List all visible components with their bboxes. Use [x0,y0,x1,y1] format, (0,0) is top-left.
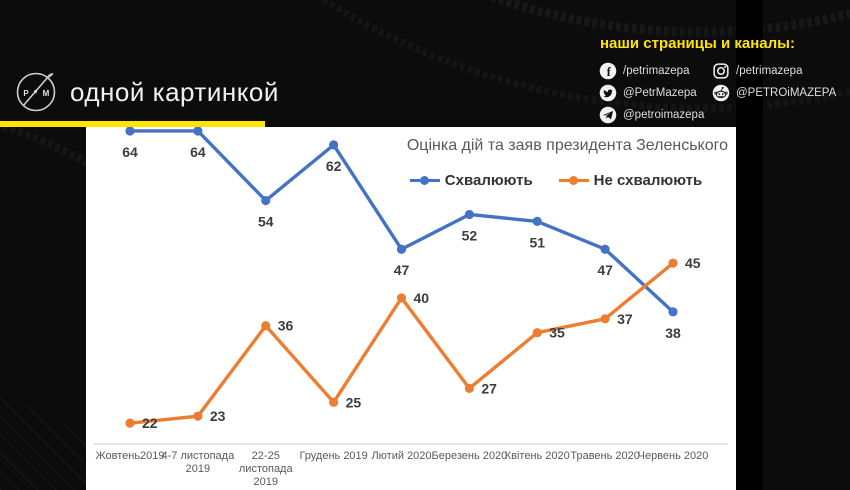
svg-text:54: 54 [258,214,274,230]
legend-label: Не схвалюють [593,172,703,189]
brand-underline-bar [0,121,265,127]
svg-text:Квітень 2020: Квітень 2020 [505,450,570,462]
svg-text:64: 64 [122,144,138,160]
instagram-icon [713,63,729,79]
svg-text:47: 47 [394,262,410,278]
social-heading: наши страницы и каналы: [600,35,795,52]
legend-item-approve[interactable]: Схвалюють [409,172,533,189]
legend-marker-disapprove [558,176,589,185]
chart-panel: Жовтень2019 4-7 листопада 2019 22-25 листопа… [86,127,736,490]
social-item-reddit[interactable]: @PETROiMAZEPA [712,82,836,104]
svg-text:45: 45 [685,255,701,271]
svg-text:25: 25 [346,394,362,410]
svg-text:27: 27 [481,380,497,396]
svg-text:38: 38 [665,325,681,341]
svg-text:51: 51 [529,234,545,250]
social-handle: @petroimazepa [623,109,705,121]
svg-text:35: 35 [549,325,565,341]
social-links: f /petrimazepa /petrimazepa @PetrMazepa [599,60,836,126]
twitter-icon [599,84,617,102]
legend-marker-approve [409,176,440,185]
svg-text:22: 22 [142,415,158,431]
svg-text:Червень 2020: Червень 2020 [638,450,709,462]
svg-text:37: 37 [617,311,633,327]
social-handle: @PETROiMAZEPA [736,87,837,99]
svg-text:P: P [23,89,29,98]
chart-title: Оцінка дій та заяв президента Зеленськог… [406,137,728,154]
social-item-facebook[interactable]: f /petrimazepa [599,60,712,82]
facebook-icon: f [599,62,617,80]
svg-text:36: 36 [278,318,294,334]
social-handle: /petrimazepa [623,65,690,77]
social-item-instagram[interactable]: /petrimazepa [712,60,836,82]
brand-title: одной картинкой [70,76,279,107]
svg-text:47: 47 [597,262,613,278]
svg-text:62: 62 [326,158,342,174]
social-handle: @PetrMazepa [623,87,697,99]
social-handle: /petrimazepa [736,65,803,77]
svg-text:Березень 2020: Березень 2020 [432,450,508,462]
svg-text:Жовтень2019: Жовтень2019 [95,450,164,462]
telegram-icon [599,106,617,124]
background-dark-strip [736,0,763,490]
svg-text:Грудень 2019: Грудень 2019 [299,450,367,462]
brand-logo-icon: P M [16,72,56,112]
svg-text:Травень 2020: Травень 2020 [570,450,640,462]
svg-text:M: M [43,89,50,98]
social-item-twitter[interactable]: @PetrMazepa [599,82,712,104]
svg-text:64: 64 [190,144,206,160]
legend-item-disapprove[interactable]: Не схвалюють [558,172,703,189]
legend-label: Схвалюють [444,172,533,189]
brand: P M одной картинкой [14,70,279,114]
svg-text:23: 23 [210,408,226,424]
svg-text:Лютий 2020: Лютий 2020 [371,450,431,462]
svg-text:52: 52 [462,227,478,243]
svg-text:40: 40 [414,290,430,306]
reddit-icon [712,84,730,102]
chart-legend: Схвалюють Не схвалюють [386,172,726,189]
svg-text:f: f [607,65,612,79]
social-item-telegram[interactable]: @petroimazepa [599,104,712,126]
